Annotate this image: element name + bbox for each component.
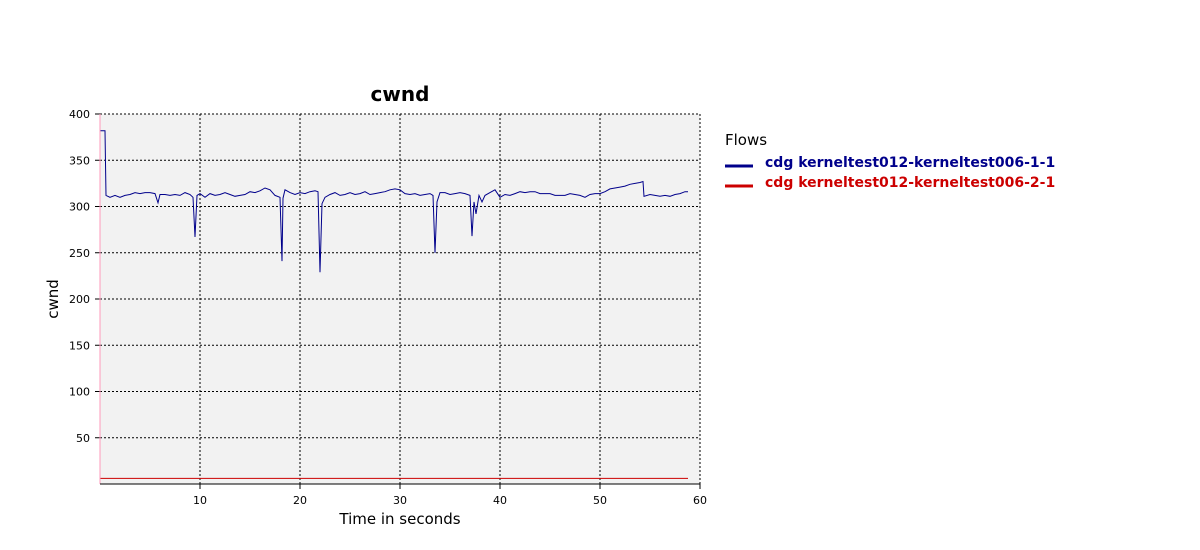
y-axis-ticks: 50 100 150 200 250 300 350 400: [69, 108, 100, 445]
y-tick-label: 350: [69, 154, 90, 167]
y-axis-label: cwnd: [44, 279, 62, 319]
legend: Flows cdg kerneltest012-kerneltest006-1-…: [725, 131, 1055, 191]
y-tick-label: 300: [69, 201, 90, 214]
legend-label-flow-1: cdg kerneltest012-kerneltest006-1-1: [765, 155, 1055, 171]
series-line-flow-1: [100, 130, 688, 273]
x-tick-label: 10: [193, 494, 207, 507]
x-tick-label: 20: [293, 494, 307, 507]
legend-title: Flows: [725, 131, 767, 149]
y-tick-label: 250: [69, 247, 90, 260]
x-tick-label: 40: [493, 494, 507, 507]
x-tick-label: 30: [393, 494, 407, 507]
y-tick-label: 100: [69, 386, 90, 399]
x-axis-ticks: 10 20 30 40 50 60: [193, 484, 707, 507]
x-tick-label: 50: [593, 494, 607, 507]
series-lines: [100, 130, 688, 479]
x-axis-label: Time in seconds: [338, 510, 460, 528]
y-tick-label: 50: [76, 432, 90, 445]
legend-label-flow-2: cdg kerneltest012-kerneltest006-2-1: [765, 175, 1055, 191]
chart-title: cwnd: [371, 82, 430, 106]
y-tick-label: 200: [69, 293, 90, 306]
grid-lines: [100, 113, 701, 484]
y-tick-label: 400: [69, 108, 90, 121]
y-tick-label: 150: [69, 339, 90, 352]
x-tick-label: 60: [693, 494, 707, 507]
